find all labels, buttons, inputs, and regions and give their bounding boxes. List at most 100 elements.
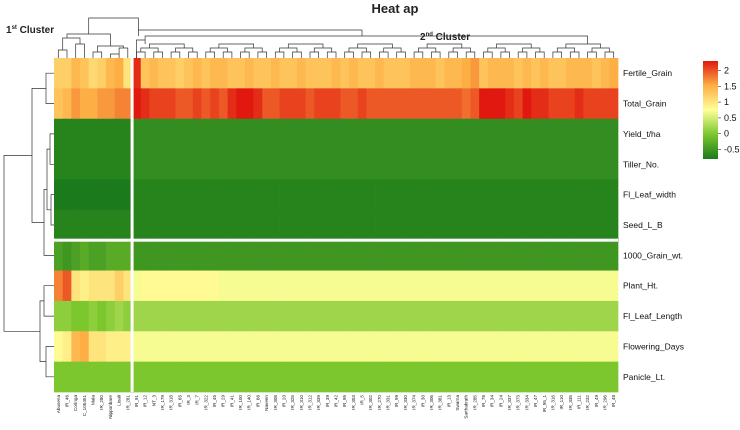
heatmap-cell-6-15 (184, 240, 194, 271)
heatmap-cell-7-59 (565, 270, 575, 302)
heatmap-cell-3-61 (583, 149, 593, 180)
heatmap-cell-10-32 (331, 361, 341, 393)
heatmap-cell-0-40 (401, 58, 411, 89)
heatmap-cell-0-51 (496, 58, 506, 89)
heatmap-cell-8-37 (375, 300, 385, 332)
heatmap-cell-9-63 (600, 331, 610, 362)
heatmap-cell-9-34 (349, 331, 359, 362)
dendrogram-branch (222, 51, 233, 58)
heatmap-cell-10-26 (279, 361, 289, 393)
heatmap-cell-7-30 (314, 270, 324, 302)
heatmap-cell-10-31 (322, 361, 333, 393)
heatmap-cell-10-13 (166, 361, 176, 393)
row-label: Flowering_Days (623, 341, 684, 351)
dendrogram-branch (110, 53, 120, 58)
heatmap-cell-9-49 (479, 331, 489, 362)
heatmap-cell-3-32 (331, 149, 341, 180)
heatmap-cell-3-40 (401, 149, 411, 180)
heatmap-cell-9-20 (227, 331, 237, 362)
legend-tick-label: 0 (724, 129, 729, 139)
heatmap-cell-8-63 (600, 300, 610, 332)
heatmap-cell-3-64 (609, 149, 619, 180)
heatmap-cell-4-28 (296, 179, 306, 211)
heatmap-cell-5-44 (435, 209, 445, 241)
heatmap-cell-10-22 (244, 361, 254, 393)
heatmap-cell-9-33 (340, 331, 350, 362)
heatmap-cell-2-36 (366, 118, 376, 150)
heatmap-cell-1-20 (227, 88, 237, 120)
heatmap-cell-10-30 (314, 361, 324, 393)
heatmap-cell-9-25 (270, 331, 280, 362)
dendrogram-branch (357, 43, 393, 48)
heatmap-cell-1-54 (522, 88, 532, 120)
heatmap-cell-2-60 (574, 118, 584, 150)
heatmap-cell-8-31 (322, 300, 333, 332)
heatmap-cell-6-13 (166, 240, 176, 271)
heatmap-cell-1-9 (132, 88, 142, 120)
heatmap-cell-9-46 (453, 331, 463, 362)
heatmap-cell-5-47 (461, 209, 471, 241)
heatmap-cell-8-47 (461, 300, 471, 332)
heatmap-cell-9-27 (288, 331, 298, 362)
heatmap-cell-2-19 (218, 118, 228, 150)
cluster-label-1: 1st Cluster (6, 25, 54, 36)
heatmap-cell-10-45 (444, 361, 454, 393)
heatmap-cell-0-2 (71, 58, 81, 89)
heatmap-cell-9-28 (296, 331, 306, 362)
heatmap-cell-1-35 (357, 88, 367, 120)
heatmap-cell-10-55 (531, 361, 541, 393)
heatmap-cell-7-55 (531, 270, 541, 302)
heatmap-cell-7-63 (600, 270, 610, 302)
heatmap-cell-9-35 (357, 331, 367, 362)
heatmap-cell-8-22 (244, 300, 254, 332)
heatmap-cell-4-13 (166, 179, 176, 211)
heatmap-cell-9-8 (123, 331, 133, 362)
dendrogram-branch (361, 51, 372, 58)
column-label: IR_111 (576, 395, 581, 410)
heatmap-cell-3-13 (166, 149, 176, 180)
heatmap-cell-8-57 (548, 300, 558, 332)
heatmap-cell-3-35 (357, 149, 367, 180)
row-label: Plant_Ht. (623, 281, 658, 291)
heatmap-cell-8-52 (505, 300, 515, 332)
heatmap-cell-2-56 (539, 118, 549, 150)
cluster-separators (54, 58, 618, 392)
heatmap-cell-8-26 (279, 300, 289, 332)
heatmap-cell-7-51 (496, 270, 506, 302)
heatmap-cell-5-19 (218, 209, 228, 241)
heatmap-cell-8-0 (54, 300, 64, 332)
heatmap-cell-6-16 (192, 240, 202, 271)
heatmap-cell-6-18 (210, 240, 220, 271)
heatmap-cell-6-45 (444, 240, 454, 271)
heatmap-cell-6-56 (539, 240, 549, 271)
heatmap-cell-1-12 (158, 88, 168, 120)
heatmap-cell-3-53 (513, 149, 523, 180)
column-cluster-separator (130, 58, 134, 392)
heatmap-cell-5-25 (270, 209, 280, 241)
heatmap-cell-2-42 (418, 118, 428, 150)
heatmap-cell-7-44 (435, 270, 445, 302)
heatmap-cell-9-22 (244, 331, 254, 362)
heatmap-cell-9-51 (496, 331, 506, 362)
heatmap-cell-1-0 (54, 88, 64, 120)
heatmap-cell-6-8 (123, 240, 133, 271)
heatmap-cell-2-51 (496, 118, 506, 150)
heatmap-cell-0-29 (305, 58, 315, 89)
heatmap-cell-7-60 (574, 270, 584, 302)
heatmap-cell-4-51 (496, 179, 506, 211)
dendrogram-branch (205, 51, 215, 58)
heatmap-cell-8-35 (357, 300, 367, 332)
heatmap-cell-0-18 (210, 58, 220, 89)
heatmap-cell-6-57 (548, 240, 558, 271)
heatmap-cell-4-38 (383, 179, 393, 211)
heatmap-cell-7-35 (357, 270, 367, 302)
heatmap-cell-9-14 (175, 331, 185, 362)
row-dendrogram (3, 72, 54, 378)
heatmap-cell-8-13 (166, 300, 176, 332)
row-label: Tiller_No. (623, 159, 659, 169)
heatmap-cell-0-48 (470, 58, 480, 89)
heatmap-cell-9-36 (366, 331, 376, 362)
dendrogram-branch (591, 47, 610, 52)
heatmap-cell-4-64 (609, 179, 619, 211)
heatmap-cell-1-3 (80, 88, 90, 120)
